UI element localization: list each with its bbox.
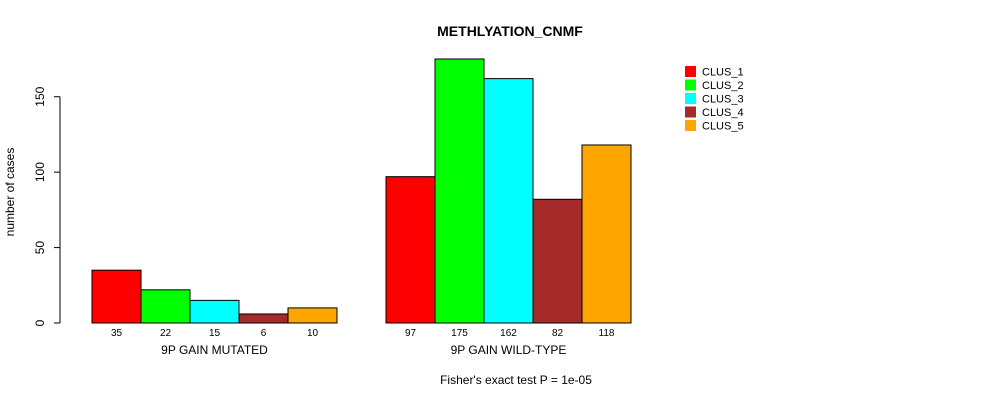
- y-axis-label: number of cases: [3, 148, 17, 237]
- bar-value-label: 82: [552, 328, 564, 339]
- legend-swatch: [685, 120, 696, 131]
- bar: [581, 144, 632, 324]
- legend-label: CLUS_1: [702, 67, 744, 79]
- bar-value-label: 162: [500, 328, 517, 339]
- y-tick-label: 150: [33, 86, 47, 106]
- bar: [91, 269, 142, 324]
- legend-label: CLUS_5: [702, 121, 744, 133]
- y-axis: 0 50 100 150: [33, 86, 61, 326]
- bar-value-label: 6: [261, 328, 267, 339]
- bar-value-label: 15: [209, 328, 221, 339]
- legend-swatch: [685, 79, 696, 91]
- y-tick-label: 100: [33, 162, 47, 182]
- bar-value-label: 35: [111, 328, 123, 339]
- bar: [189, 299, 240, 324]
- legend-swatch: [685, 106, 696, 118]
- legend-label: CLUS_4: [702, 107, 744, 119]
- group-label: 9P GAIN WILD-TYPE: [451, 343, 567, 357]
- legend-swatch: [685, 66, 696, 77]
- chart-title: METHLYATION_CNMF: [437, 23, 583, 39]
- bar-value-label: 22: [160, 328, 172, 339]
- bar: [434, 58, 485, 324]
- bar: [140, 289, 191, 324]
- group-labels: 9P GAIN MUTATED 9P GAIN WILD-TYPE: [161, 343, 566, 357]
- legend-label: CLUS_2: [702, 80, 744, 92]
- y-tick-label: 50: [33, 241, 47, 255]
- bar-value-label: 10: [307, 328, 319, 339]
- legend-swatch: [685, 93, 696, 104]
- bar: [287, 307, 338, 324]
- bar-value-label: 175: [451, 328, 468, 339]
- bars: [91, 58, 632, 324]
- bar-value-label: 118: [599, 328, 615, 339]
- footnote: Fisher's exact test P = 1e-05: [440, 373, 592, 387]
- group-label: 9P GAIN MUTATED: [161, 343, 268, 357]
- bar: [238, 313, 289, 324]
- bar: [385, 176, 436, 324]
- bar-value-label: 97: [405, 328, 417, 339]
- bar: [532, 198, 583, 324]
- y-tick-label: 0: [33, 319, 47, 326]
- bar: [483, 78, 534, 324]
- value-labels: 35 22 15 6 10 97 175 162 82 118: [111, 328, 615, 339]
- legend-label: CLUS_3: [702, 94, 744, 106]
